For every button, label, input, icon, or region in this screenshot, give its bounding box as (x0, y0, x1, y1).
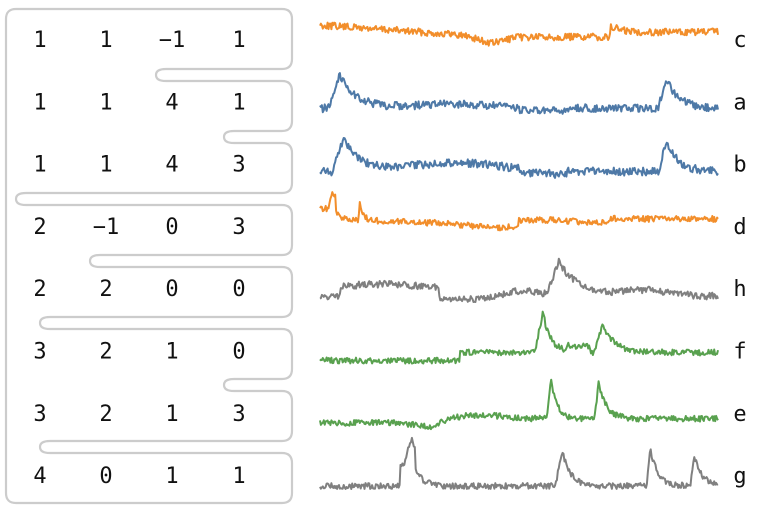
code-cell: 1 (99, 153, 112, 178)
code-group-outline (4, 7, 294, 505)
code-cell: 4 (165, 90, 178, 115)
code-cell: −1 (93, 215, 120, 240)
code-cell: 3 (33, 402, 46, 427)
trace-label-d: d (733, 215, 746, 240)
code-cell: 2 (99, 340, 112, 365)
signal-trace-f (319, 310, 719, 365)
code-cell: 3 (33, 340, 46, 365)
code-cell: 1 (165, 402, 178, 427)
code-cell: 1 (165, 340, 178, 365)
signal-trace-a (319, 72, 719, 115)
code-cell: 1 (232, 90, 245, 115)
code-cell: 3 (232, 153, 245, 178)
trace-label-e: e (733, 402, 746, 427)
trace-label-f: f (733, 340, 746, 365)
code-cell: 0 (99, 464, 112, 489)
signal-trace-c (319, 21, 719, 47)
code-cell: 3 (232, 402, 245, 427)
code-cell: 0 (232, 277, 245, 302)
code-cell: 1 (33, 28, 46, 53)
code-cell: 1 (232, 28, 245, 53)
trace-label-h: h (733, 277, 746, 302)
code-cell: 1 (33, 90, 46, 115)
code-cell: 1 (165, 464, 178, 489)
code-cell: 2 (99, 277, 112, 302)
trace-label-a: a (733, 90, 746, 115)
trace-label-g: g (733, 464, 746, 489)
signal-trace-h (319, 257, 719, 303)
code-cell: 1 (99, 90, 112, 115)
trace-label-c: c (733, 28, 746, 53)
code-cell: −1 (159, 28, 186, 53)
code-cell: 1 (33, 153, 46, 178)
code-cell: 0 (165, 277, 178, 302)
code-cell: 2 (99, 402, 112, 427)
signal-trace-e (319, 378, 719, 431)
code-cell: 4 (165, 153, 178, 178)
code-cell: 4 (33, 464, 46, 489)
code-cell: 1 (232, 464, 245, 489)
signal-trace-d (319, 191, 719, 232)
code-cell: 1 (99, 28, 112, 53)
signal-trace-g (319, 436, 719, 490)
code-cell: 0 (165, 215, 178, 240)
trace-label-b: b (733, 153, 746, 178)
code-cell: 2 (33, 277, 46, 302)
code-cell: 3 (232, 215, 245, 240)
code-cell: 0 (232, 340, 245, 365)
code-cell: 2 (33, 215, 46, 240)
signal-trace-b (319, 137, 719, 179)
